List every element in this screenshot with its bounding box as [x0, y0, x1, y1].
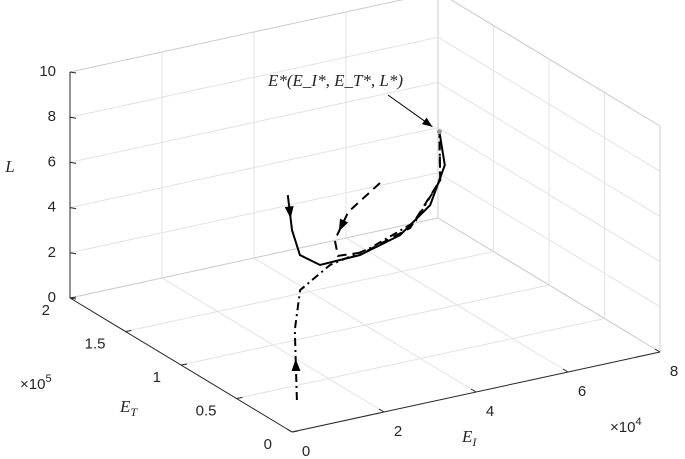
x-tick-label: 4	[486, 403, 494, 420]
grid-line	[125, 251, 494, 332]
y-tick-label: 1.5	[85, 335, 106, 352]
x-mult-exp: 4	[635, 416, 641, 428]
x-tick	[286, 428, 293, 433]
grid	[69, 0, 661, 433]
grid-line	[69, 36, 439, 118]
x-tick-label: 8	[670, 363, 678, 380]
box-edge	[69, 217, 439, 299]
arrow-head	[291, 359, 301, 372]
z-tick	[69, 252, 77, 255]
y-tick	[125, 330, 132, 332]
grid-line	[437, 172, 661, 308]
trajectory	[293, 131, 442, 401]
y-label-sub: T	[130, 405, 138, 419]
box-edge	[437, 217, 661, 353]
grid-line	[236, 318, 605, 399]
grid-line	[180, 284, 550, 366]
z-tick-label: 10	[39, 63, 56, 80]
y-mult-exp: 5	[45, 373, 51, 385]
z-tick	[69, 297, 77, 300]
z-tick	[69, 207, 77, 210]
grid-line	[437, 81, 661, 217]
box-edge	[69, 0, 404, 73]
x-tick	[562, 368, 569, 373]
equilibrium-point	[436, 129, 442, 135]
x-label-sub: I	[471, 435, 477, 449]
y-tick-label: 0.5	[196, 402, 217, 419]
z-tick-label: 2	[48, 244, 56, 261]
annotation-arrow-head	[421, 117, 433, 127]
y-tick	[180, 363, 188, 366]
z-tick	[69, 116, 77, 119]
x-tick-label: 2	[394, 423, 402, 440]
y-multiplier: ×105	[20, 373, 52, 393]
y-tick	[236, 397, 243, 399]
x-tick-label: 6	[578, 383, 586, 400]
box-edge	[450, 0, 661, 127]
x-label-main: E	[461, 427, 473, 446]
x-axis-label: EI	[461, 427, 477, 449]
y-tick-label: 2	[42, 302, 50, 319]
y-mult-base: ×10	[20, 376, 45, 393]
z-tick-label: 0	[48, 289, 56, 306]
arrow-head	[338, 218, 349, 232]
x-tick	[470, 388, 477, 393]
y-axis-label: ET	[119, 397, 138, 419]
z-tick-label: 4	[48, 199, 56, 216]
x-tick	[654, 348, 661, 353]
trajectory	[286, 131, 446, 267]
x-multiplier: ×104	[610, 416, 642, 436]
grid-line	[69, 127, 439, 209]
grid-line	[437, 36, 661, 172]
z-tick	[69, 161, 77, 164]
y-tick-label: 1	[153, 369, 161, 386]
y-tick	[291, 430, 299, 433]
grid-line	[437, 127, 661, 263]
lines	[284, 131, 446, 401]
z-tick-label: 8	[48, 108, 56, 125]
grid-line	[69, 81, 439, 163]
z-tick-label: 6	[48, 153, 56, 170]
x-mult-base: ×10	[610, 419, 635, 436]
x-tick	[378, 408, 385, 413]
arrow-head	[284, 206, 294, 219]
x-tick-label: 0	[302, 443, 310, 459]
trajectory	[333, 131, 442, 258]
z-axis-label: L	[4, 157, 14, 176]
z-tick	[69, 71, 77, 74]
y-tick-label: 0	[264, 436, 272, 453]
annotation: E*(E_I*, E_T*, L*)	[267, 71, 403, 90]
y-label-main: E	[119, 397, 131, 416]
